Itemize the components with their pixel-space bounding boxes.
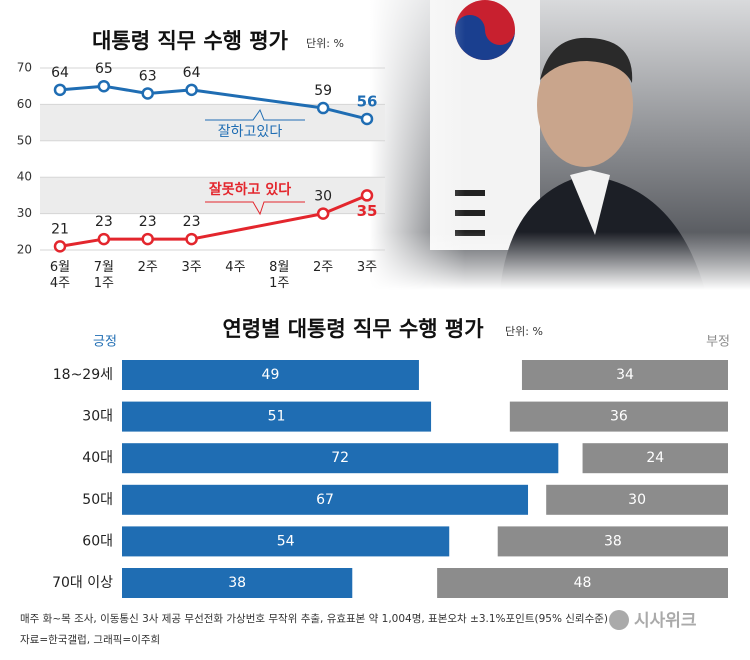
data-label: 51 <box>268 409 286 425</box>
marker <box>53 240 67 253</box>
line-segment <box>191 88 324 110</box>
data-label: 30 <box>314 189 332 205</box>
x-tick-label: 6월 4주 <box>49 260 71 291</box>
y-tick-label: 50 <box>17 133 32 147</box>
x-tick-label: 3주 <box>356 260 378 275</box>
bar <box>497 526 728 557</box>
bar <box>582 443 728 474</box>
source: 자료=한국갤럽, 그래픽=이주희 <box>20 633 160 646</box>
data-label: 67 <box>316 492 334 508</box>
y-tick-label: 60 <box>17 97 32 111</box>
callout <box>205 108 305 121</box>
data-label: 64 <box>51 65 69 81</box>
footnote: 매주 화~목 조사, 이동통신 3사 제공 무선전화 가상번호 무작위 추출, … <box>20 612 608 625</box>
bar <box>122 360 419 390</box>
marker <box>53 83 67 97</box>
data-label: 23 <box>95 214 113 230</box>
y-tick-label: 60대 <box>82 533 113 549</box>
x-tick-label: 2주 <box>313 260 334 275</box>
y-tick-label: 30 <box>17 206 32 220</box>
legend-label: 긍정 <box>93 335 117 350</box>
line-segment <box>103 84 148 95</box>
data-label: 24 <box>646 450 664 466</box>
chart-title: 연령별 대통령 직무 수행 평가 <box>222 317 484 341</box>
y-tick-label: 30대 <box>82 409 113 425</box>
bar <box>122 526 450 557</box>
line-segment <box>322 194 368 215</box>
bar <box>521 360 728 390</box>
line-segment <box>147 88 192 95</box>
marker <box>141 232 154 246</box>
data-label: 64 <box>183 65 201 81</box>
logo-icon <box>609 610 629 630</box>
y-tick-label: 70대 이상 <box>52 575 113 591</box>
chart-title: 대통령 직무 수행 평가 <box>92 29 288 53</box>
marker <box>97 232 111 246</box>
x-tick-label: 8월 1주 <box>269 260 290 291</box>
callout <box>205 201 305 216</box>
unit: 단위: % <box>306 37 344 50</box>
y-tick-label: 40 <box>17 170 32 184</box>
x-tick-label: 7월 1주 <box>93 260 114 291</box>
grid-band <box>40 177 385 214</box>
marker <box>360 189 374 202</box>
logo: 시사위크 <box>634 611 697 631</box>
data-label: 54 <box>277 533 295 549</box>
x-tick-label: 2주 <box>137 260 158 275</box>
data-label: 35 <box>357 202 378 220</box>
marker <box>360 112 374 126</box>
data-label: 36 <box>610 409 628 425</box>
data-label: 30 <box>628 492 646 508</box>
data-label: 65 <box>95 61 113 77</box>
line-segment <box>191 212 324 241</box>
x-tick-label: 4주 <box>225 260 246 275</box>
bar <box>122 401 432 432</box>
line-segment <box>59 237 105 248</box>
bar <box>437 568 728 598</box>
bar <box>122 484 529 515</box>
legend-label: 부정 <box>706 335 730 350</box>
marker <box>316 101 330 115</box>
data-label: 72 <box>331 450 349 466</box>
x-tick-label: 3주 <box>181 260 202 275</box>
bar <box>509 401 728 432</box>
line-segment <box>59 84 104 92</box>
data-label: 38 <box>228 575 246 591</box>
y-tick-label: 70 <box>17 61 32 75</box>
data-label: 38 <box>604 533 622 549</box>
data-label: 23 <box>183 214 201 230</box>
data-label: 49 <box>262 367 280 383</box>
bar <box>122 443 559 474</box>
y-tick-label: 50대 <box>82 492 113 508</box>
data-label: 56 <box>357 92 378 110</box>
marker <box>97 79 111 93</box>
data-label: 59 <box>314 83 332 99</box>
data-label: 34 <box>616 367 634 383</box>
series-label: 잘못하고 있다 <box>209 181 291 198</box>
unit: 단위: % <box>505 325 543 338</box>
y-tick-label: 40대 <box>82 450 113 466</box>
y-tick-label: 18~29세 <box>53 367 113 383</box>
data-label: 63 <box>139 68 157 84</box>
bar <box>546 484 728 515</box>
series-label: 잘하고있다 <box>218 124 283 140</box>
marker <box>185 83 198 97</box>
data-label: 48 <box>574 575 592 591</box>
data-label: 23 <box>139 214 157 230</box>
marker <box>316 207 330 220</box>
line-segment <box>322 106 368 121</box>
photo <box>370 0 750 290</box>
bar <box>122 568 353 598</box>
marker <box>141 87 154 100</box>
data-label: 21 <box>51 221 69 237</box>
y-tick-label: 20 <box>17 243 32 257</box>
marker <box>185 232 198 246</box>
